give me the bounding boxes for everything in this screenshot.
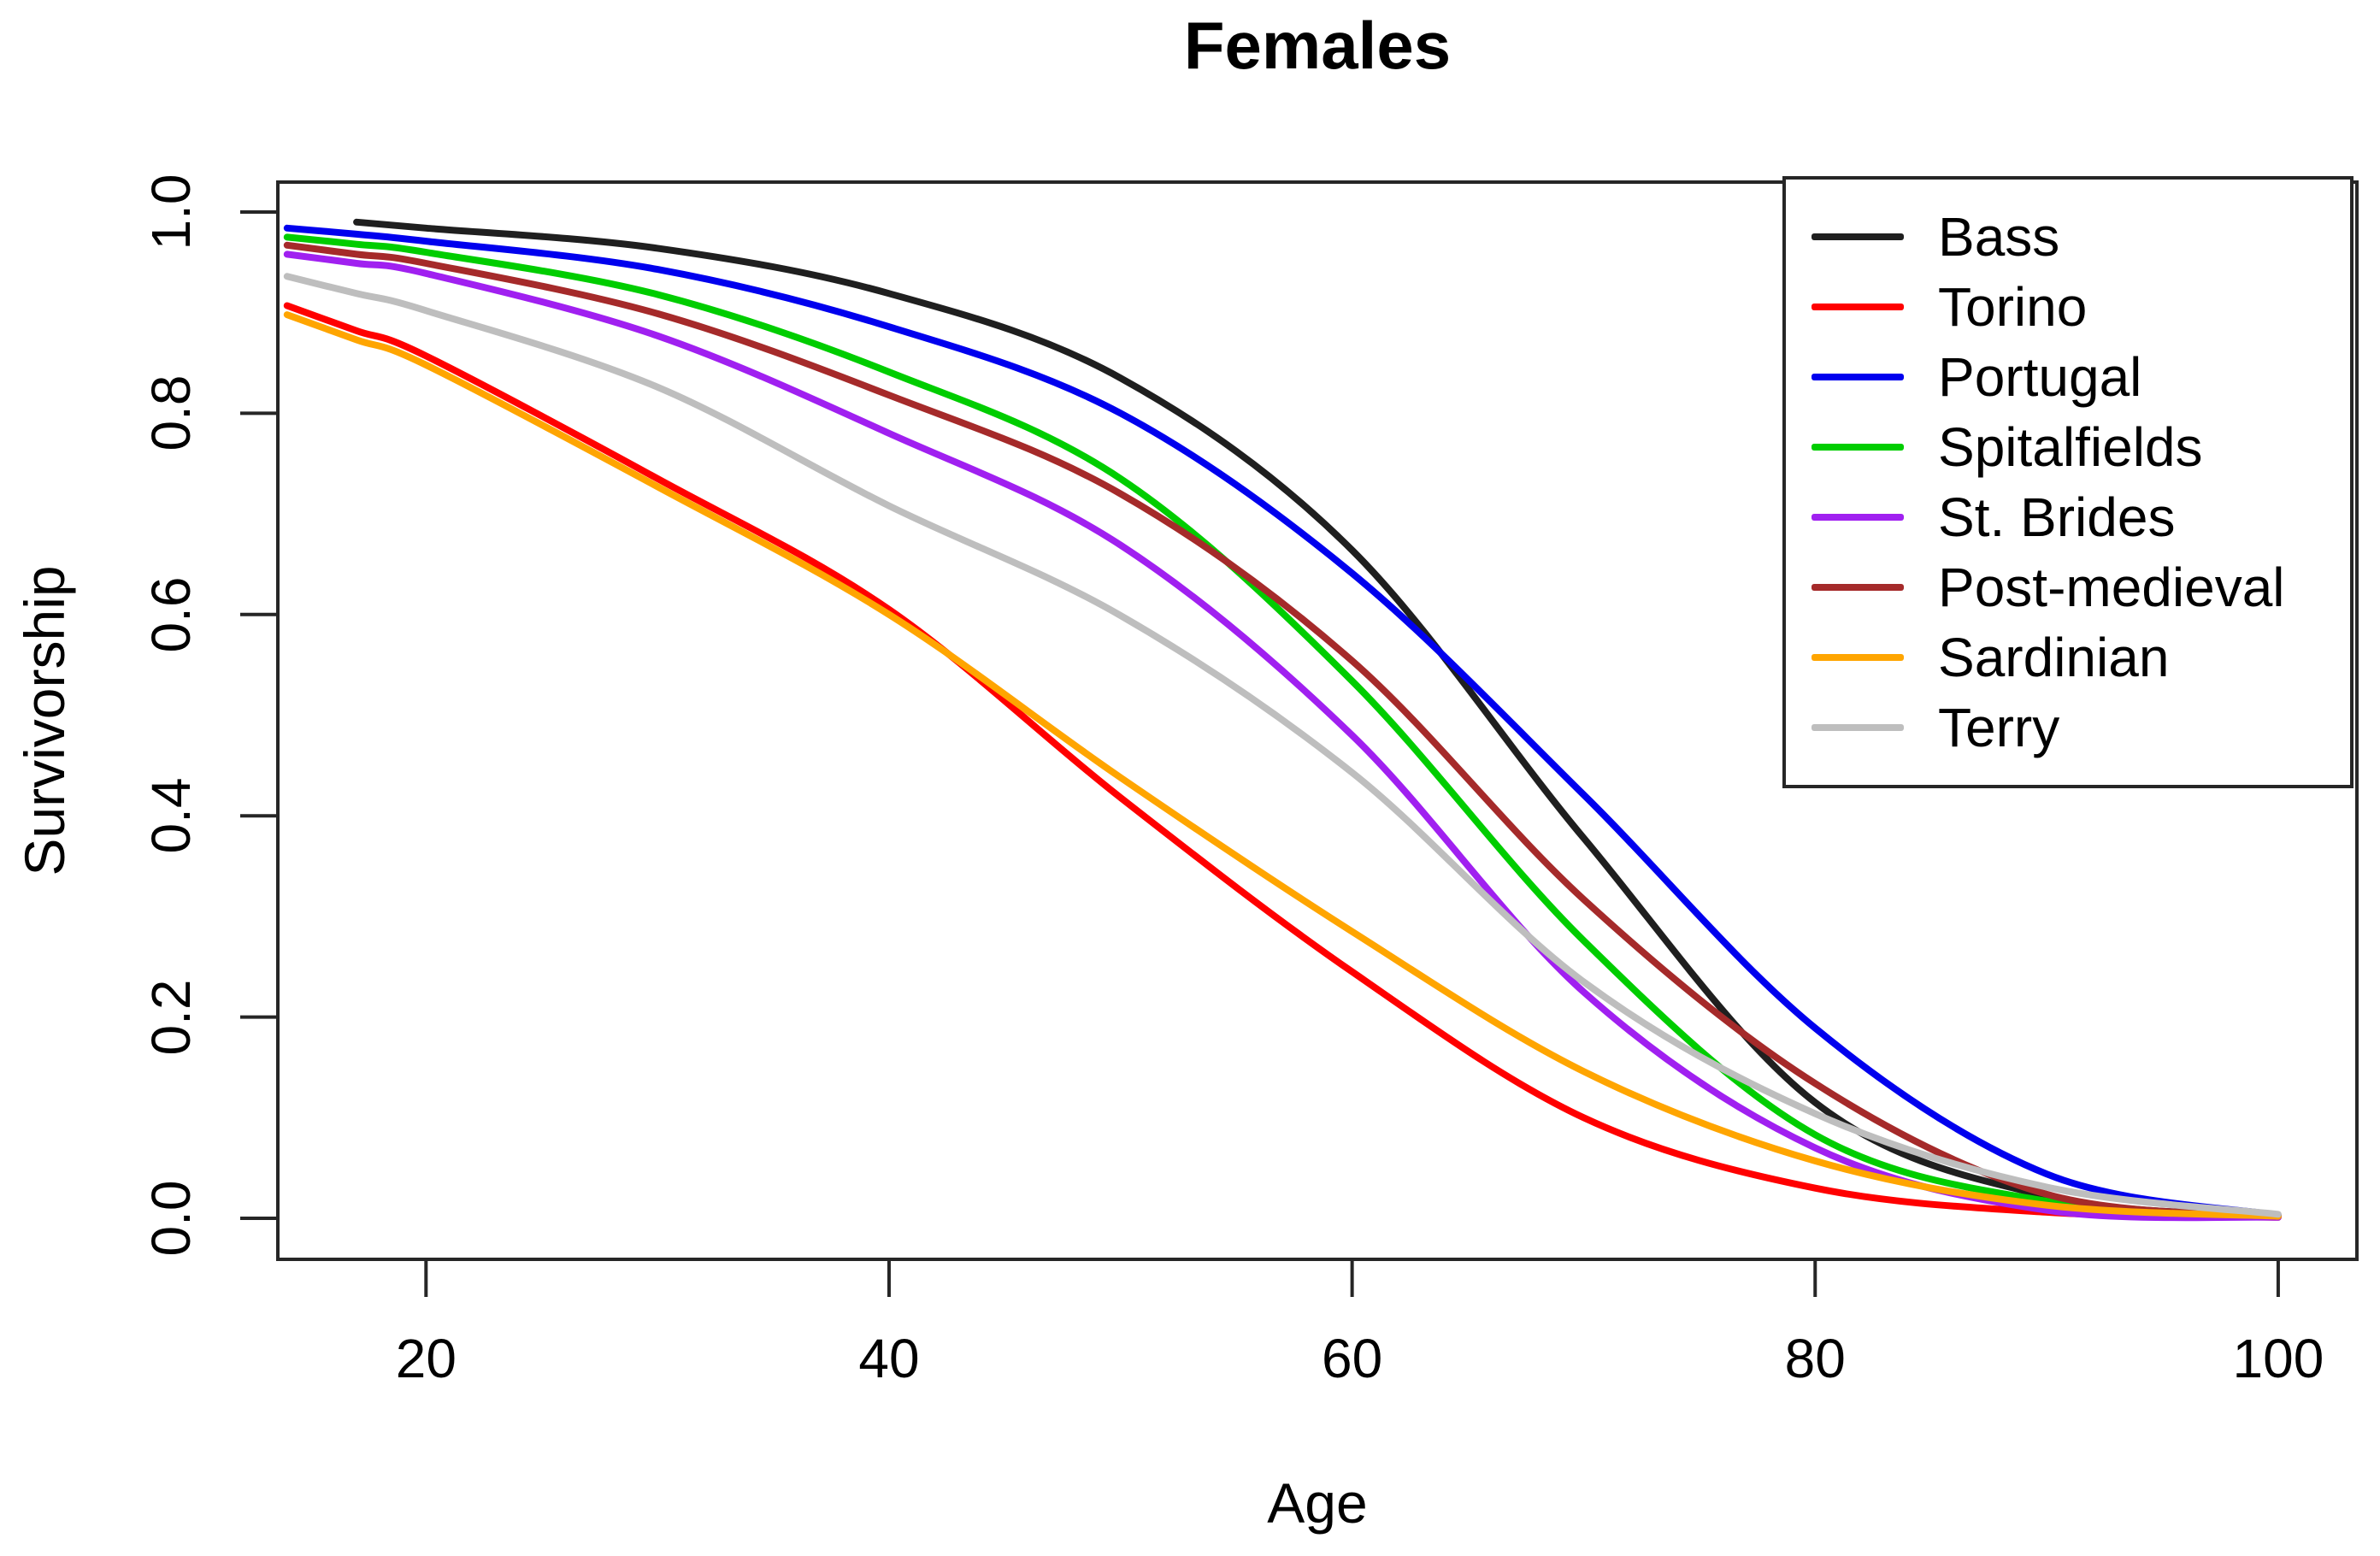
legend-label: Torino bbox=[1938, 276, 2088, 338]
x-tick-label: 20 bbox=[395, 1328, 457, 1389]
legend-label: Bass bbox=[1938, 206, 2060, 268]
legend-swatch bbox=[1812, 374, 1904, 380]
legend-item: Portugal bbox=[1812, 345, 2350, 409]
y-tick-label: 0.2 bbox=[140, 979, 202, 1056]
x-tick-label: 100 bbox=[2232, 1328, 2324, 1389]
y-axis-title: Survivorship bbox=[13, 565, 76, 876]
legend-swatch bbox=[1812, 654, 1904, 661]
y-tick-label: 0.6 bbox=[140, 576, 202, 653]
legend: Bass Torino Portugal Spitalfields St. Brides… bbox=[1782, 176, 2353, 788]
legend-swatch bbox=[1812, 233, 1904, 240]
x-tick-label: 40 bbox=[858, 1328, 920, 1389]
legend-swatch bbox=[1812, 584, 1904, 591]
series-line-torino bbox=[283, 302, 2282, 1221]
series-line-post-medieval bbox=[283, 241, 2282, 1220]
legend-label: St. Brides bbox=[1938, 486, 2176, 548]
legend-item: Post-medieval bbox=[1812, 556, 2350, 619]
x-tick-label: 80 bbox=[1784, 1328, 1846, 1389]
legend-label: Terry bbox=[1938, 697, 2060, 758]
series-line-bass bbox=[353, 218, 2282, 1220]
y-tick-label: 0.8 bbox=[140, 374, 202, 451]
chart-title: Females bbox=[1183, 8, 1452, 83]
legend-item: Bass bbox=[1812, 205, 2350, 268]
legend-item: Sardinian bbox=[1812, 626, 2350, 689]
y-tick-label: 0.0 bbox=[140, 1180, 202, 1257]
series-line-terry bbox=[283, 273, 2282, 1218]
legend-label: Sardinian bbox=[1938, 627, 2170, 688]
series-line-portugal bbox=[283, 224, 2282, 1219]
legend-item: St. Brides bbox=[1812, 486, 2350, 549]
legend-item: Terry bbox=[1812, 696, 2350, 759]
legend-label: Spitalfields bbox=[1938, 416, 2203, 478]
series-line-sardinian bbox=[283, 311, 2282, 1220]
y-tick-label: 0.4 bbox=[140, 777, 202, 854]
x-tick-label: 60 bbox=[1322, 1328, 1383, 1389]
legend-swatch bbox=[1812, 514, 1904, 521]
plot-box bbox=[276, 180, 2359, 1261]
legend-label: Portugal bbox=[1938, 346, 2142, 408]
legend-item: Spitalfields bbox=[1812, 416, 2350, 479]
legend-swatch bbox=[1812, 724, 1904, 731]
y-tick-label: 1.0 bbox=[140, 174, 202, 250]
x-axis-title: Age bbox=[1267, 1471, 1368, 1535]
legend-label: Post-medieval bbox=[1938, 557, 2285, 618]
legend-item: Torino bbox=[1812, 275, 2350, 339]
legend-swatch bbox=[1812, 444, 1904, 451]
legend-swatch bbox=[1812, 304, 1904, 310]
